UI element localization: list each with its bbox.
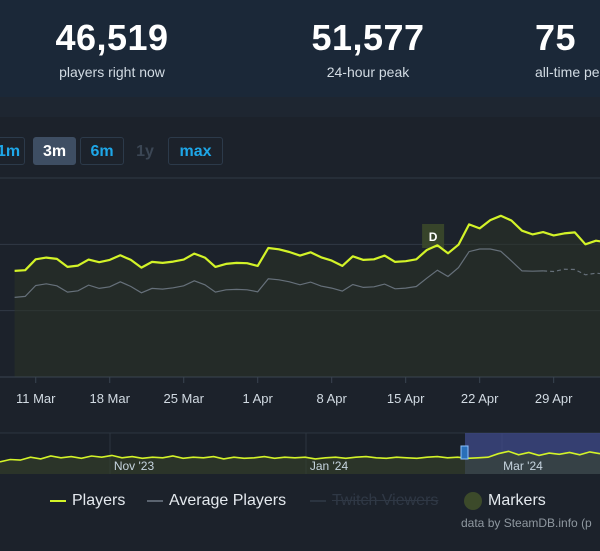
players-line-path [14,214,600,272]
average-line-solid [14,248,544,298]
x-tick-label: 1 Apr [243,391,274,406]
stat-all-time-peak: 75 all-time pe [535,16,600,81]
range-button-1y[interactable]: 1y [136,143,154,160]
x-tick-label: 25 Mar [163,391,204,406]
navigator[interactable]: Nov '23 Jan '24 Mar '24 [0,432,600,474]
legend-label: Twitch Viewers [332,492,439,509]
x-tick-label: 22 Apr [461,391,499,406]
x-tick-label: 15 Apr [387,391,425,406]
stats-bar: 46,519 players right now 51,577 24-hour … [0,0,600,98]
range-button-1m[interactable]: 1m [0,137,25,165]
legend-swatch-twitch [310,500,326,502]
x-axis-ticks: 11 Mar 18 Mar 25 Mar 1 Apr 8 Apr 15 Apr 22 Apr… [0,376,600,406]
legend-swatch-average [147,500,163,502]
navigator-players-line [0,450,600,463]
average-line-dashed [543,268,600,276]
players-area-fill [14,215,600,377]
stat-24h-peak: 51,577 24-hour peak [288,16,448,81]
stat-label: all-time pe [535,64,600,80]
players-area [14,215,600,377]
legend-swatch-markers [464,492,482,510]
range-button-3m[interactable]: 3m [33,137,76,165]
average-players-line [14,248,600,298]
navigator-label: Mar '24 [503,459,543,473]
stat-value: 51,577 [311,17,425,58]
navigator-label: Nov '23 [114,459,155,473]
stat-value: 75 [535,17,577,58]
markers: D [422,224,445,248]
legend-label: Markers [488,492,546,509]
stat-value: 46,519 [55,17,169,58]
x-tick-label: 18 Mar [89,391,130,406]
x-tick-label: 29 Apr [535,391,573,406]
range-button-6m[interactable]: 6m [80,137,124,165]
legend-swatch-players [50,500,66,502]
stat-label: 24-hour peak [326,64,410,80]
x-tick-label: 11 Mar [16,391,56,406]
marker-box [422,224,445,248]
data-credit[interactable]: data by SteamDB.info (p [461,516,592,530]
legend-label: Average Players [169,492,287,509]
stat-current-players: 46,519 players right now [32,16,192,81]
navigator-handle[interactable] [460,445,469,460]
range-button-max[interactable]: max [168,137,223,165]
marker-label: D [429,230,438,244]
separator-band [0,97,600,117]
stat-label: players right now [59,64,165,80]
legend-label: Players [72,492,126,509]
x-tick-label: 8 Apr [317,391,348,406]
navigator-area [0,451,600,474]
navigator-label: Jan '24 [310,459,349,473]
players-line [14,214,600,272]
